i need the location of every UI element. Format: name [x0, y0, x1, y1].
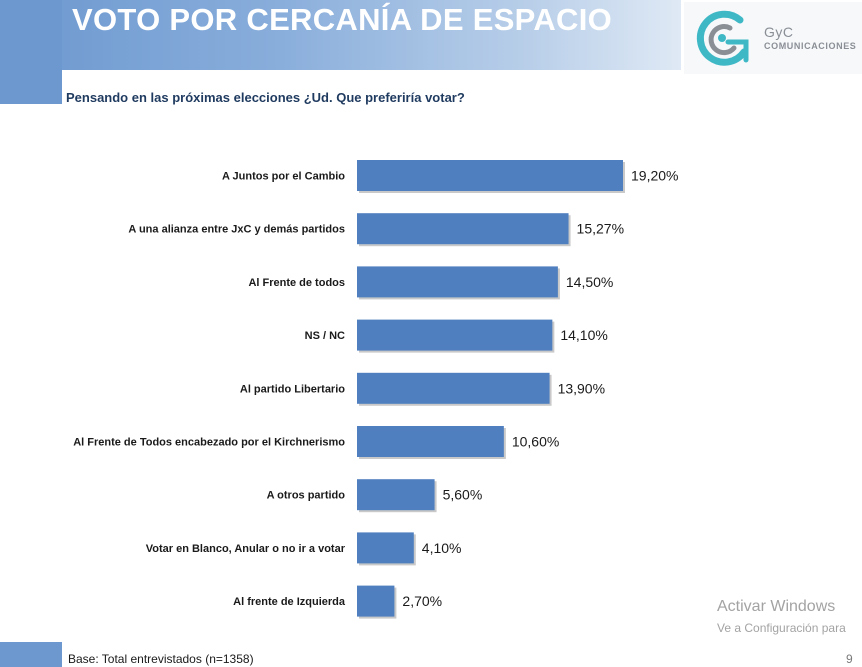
category-label: Al Frente de Todos encabezado por el Kir…: [73, 437, 345, 449]
value-label: 4,10%: [422, 540, 462, 556]
category-label: Votar en Blanco, Anular o no ir a votar: [146, 543, 346, 555]
bar: [357, 160, 623, 191]
bar: [357, 479, 435, 511]
value-label: 15,27%: [577, 221, 624, 237]
survey-question: Pensando en las próximas elecciones ¿Ud.…: [66, 90, 465, 105]
page-number: 9: [846, 652, 853, 666]
logo-name: GyC: [764, 24, 794, 40]
bar: [357, 426, 504, 457]
value-label: 10,60%: [512, 434, 559, 450]
value-label: 14,10%: [560, 327, 607, 343]
windows-watermark-title: Activar Windows: [717, 598, 836, 615]
bar: [357, 319, 553, 351]
category-label: NS / NC: [305, 330, 345, 342]
value-label: 19,20%: [631, 168, 678, 184]
footnote: Base: Total entrevistados (n=1358): [68, 652, 254, 666]
bar-chart: A Juntos por el Cambio 19,20% A una alianz…: [73, 160, 678, 619]
logo-subtitle: COMUNICACIONES: [764, 41, 857, 51]
bar: [357, 213, 569, 245]
header-side-block: [0, 0, 62, 104]
category-label: A Juntos por el Cambio: [222, 171, 345, 183]
category-label: A otros partido: [267, 490, 346, 502]
bar: [357, 532, 414, 564]
bar: [357, 266, 558, 298]
category-label: Al Frente de todos: [248, 277, 345, 289]
category-label: Al frente de Izquierda: [233, 596, 346, 608]
footer-block: [0, 642, 62, 667]
header-band: [0, 0, 681, 70]
value-label: 2,70%: [402, 593, 442, 609]
bar: [357, 585, 395, 617]
gyc-logo-icon: [696, 10, 749, 66]
value-label: 14,50%: [566, 274, 613, 290]
value-label: 5,60%: [443, 487, 483, 503]
windows-watermark-subtitle: Ve a Configuración para: [717, 621, 846, 635]
slide-title: VOTO POR CERCANÍA DE ESPACIO: [72, 2, 613, 37]
category-label: Al partido Libertario: [240, 383, 345, 395]
value-label: 13,90%: [558, 380, 605, 396]
category-label: A una alianza entre JxC y demás partidos: [128, 224, 345, 236]
company-logo: GyC COMUNICACIONES: [684, 2, 862, 74]
bar: [357, 372, 550, 404]
